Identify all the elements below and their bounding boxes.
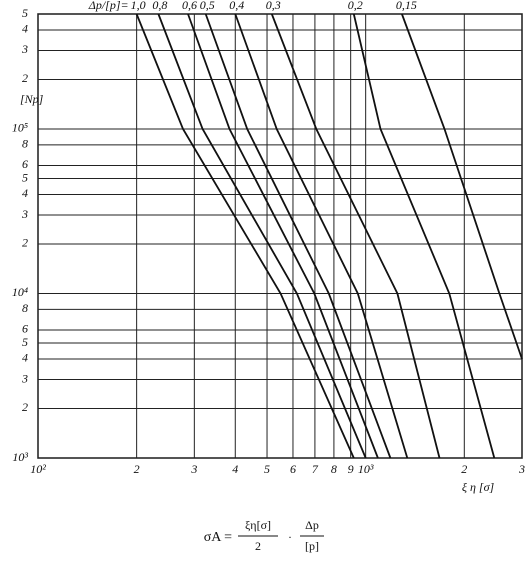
y-tick-label: 4 [22,186,28,200]
x-tick-label: 6 [290,462,296,476]
y-tick-label: 5 [22,170,28,184]
curve [187,13,379,459]
x-tick-label: 2 [134,462,140,476]
y-axis-label: [Nр] [20,92,44,106]
y-tick-label: 10⁵ [12,121,28,135]
y-tick-label: 6 [22,157,28,171]
x-tick-label: 10³ [358,462,374,476]
curve-label: 0,15 [396,0,417,12]
y-tick-label: 10⁴ [12,285,28,299]
formula-numerator2: Δp [305,518,319,532]
curve [234,13,409,459]
curve-label: 0,3 [266,0,281,12]
formula-denominator: 2 [255,539,261,553]
curve-label: 0,8 [152,0,167,12]
y-tick-label: 8 [22,137,28,151]
y-tick-label: 3 [21,207,28,221]
x-tick-label: 4 [232,462,238,476]
curve [401,13,523,360]
plot-frame [37,13,523,459]
x-tick-label: 3 [190,462,197,476]
curve-label: 0,4 [229,0,244,12]
x-tick-label: 8 [331,462,337,476]
formula-dot: · [288,530,292,544]
y-tick-label: 6 [22,322,28,336]
y-tick-label: 5 [22,6,28,20]
y-tick-label: 8 [22,301,28,315]
x-tick-label: 3 [518,462,525,476]
formula-numerator: ξη[σ] [245,518,271,532]
curve-label: 1,0 [131,0,146,12]
curve [204,13,392,459]
x-axis-label: ξ η [σ] [462,480,495,494]
y-tick-label: 2 [22,400,28,414]
curve [157,13,367,459]
formula: σA = ξη[σ] 2 · Δp [p] [204,518,324,553]
curve [352,13,496,459]
x-tick-label: 7 [312,462,319,476]
formula-denominator2: [p] [305,539,319,553]
y-tick-label: 3 [21,371,28,385]
curve [135,13,355,459]
x-tick-label: 10² [30,462,46,476]
curve [270,13,441,459]
x-tick-label: 2 [461,462,467,476]
x-tick-label: 5 [264,462,270,476]
y-tick-label: 4 [22,22,28,36]
curve-label-prefix: Δp/[p]= [88,0,129,12]
curve-label: 0,5 [200,0,215,12]
y-tick-label: 10³ [12,450,28,464]
curve-label: 0,2 [348,0,363,12]
y-tick-label: 5 [22,335,28,349]
formula-lhs: σA = [204,530,232,545]
y-tick-label: 2 [22,71,28,85]
y-tick-label: 3 [21,42,28,56]
x-tick-label: 9 [348,462,354,476]
curve-label: 0,6 [182,0,197,12]
y-tick-label: 4 [22,351,28,365]
y-tick-label: 2 [22,236,28,250]
